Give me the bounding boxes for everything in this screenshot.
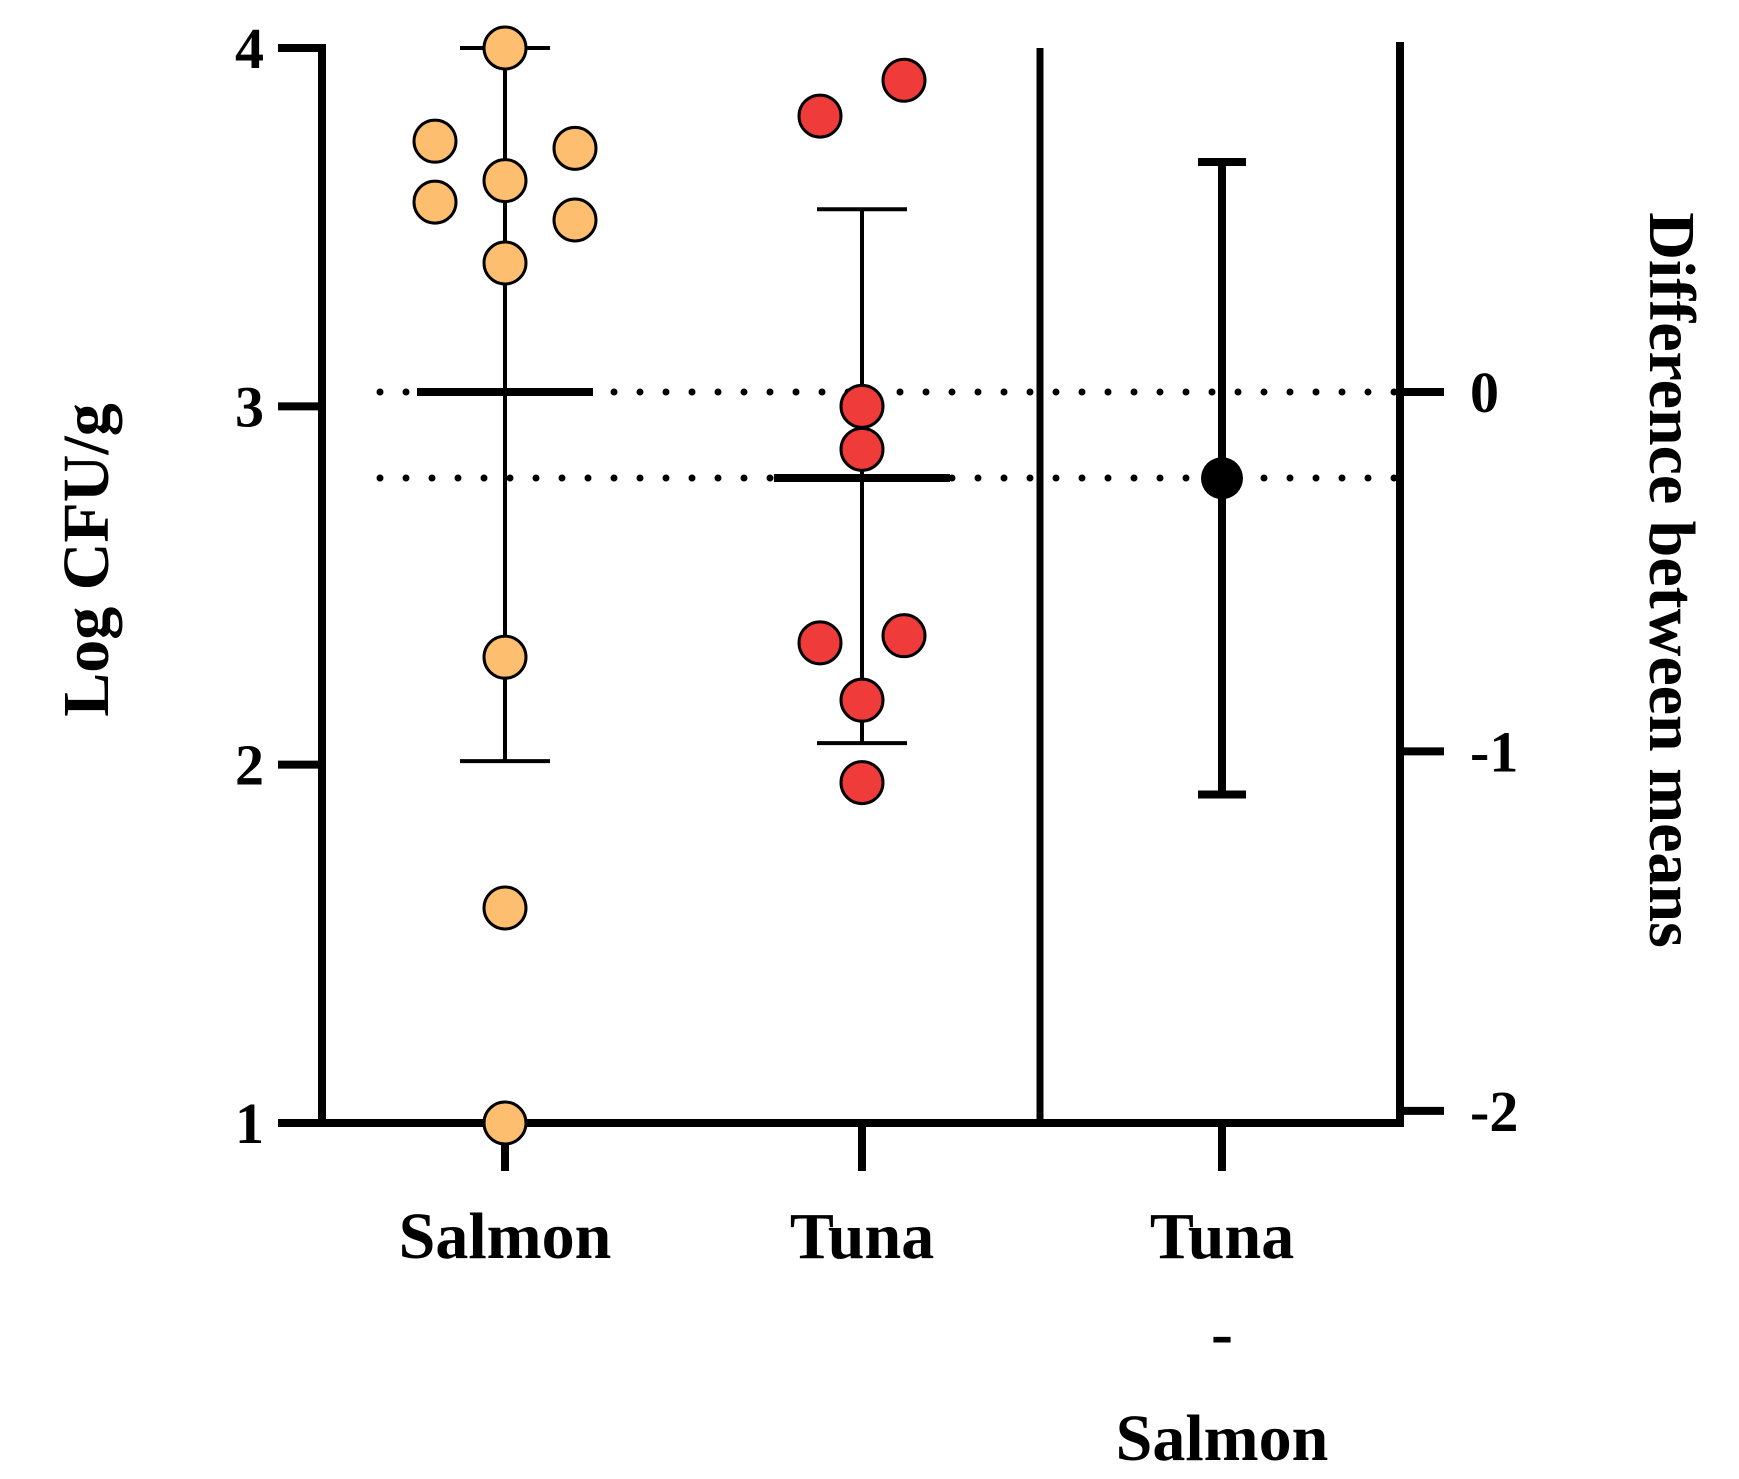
y2-tick-label: 0 bbox=[1470, 360, 1499, 425]
difference-point bbox=[1201, 457, 1243, 500]
data-point bbox=[839, 426, 885, 472]
data-point bbox=[797, 620, 843, 666]
data-point bbox=[881, 57, 927, 103]
data-point bbox=[482, 885, 528, 931]
data-point bbox=[412, 179, 458, 225]
data-point bbox=[839, 677, 885, 723]
data-series bbox=[412, 25, 950, 1146]
y-tick-label: 2 bbox=[235, 733, 264, 798]
y-tick-label: 1 bbox=[235, 1091, 264, 1156]
data-point bbox=[482, 25, 528, 71]
data-point bbox=[482, 240, 528, 286]
x-tick-label: Salmon bbox=[399, 1200, 612, 1273]
x-tick-label: Tuna bbox=[790, 1200, 934, 1273]
reference-lines bbox=[376, 388, 1404, 482]
left-y-axis: 1 2 3 4 bbox=[235, 16, 326, 1156]
y-axis-title: Log CFU/g bbox=[50, 403, 123, 717]
difference-label-line-3: Salmon bbox=[1116, 1402, 1329, 1475]
difference-label-line-1: Tuna bbox=[1150, 1200, 1294, 1273]
data-point bbox=[552, 125, 598, 171]
right-y-axis: 0 -1 -2 bbox=[1036, 42, 1518, 1144]
data-point bbox=[839, 383, 885, 429]
series-salmon bbox=[412, 25, 598, 1146]
data-point bbox=[482, 1100, 528, 1146]
y-tick-label: 3 bbox=[235, 374, 264, 439]
data-point bbox=[839, 760, 885, 806]
y2-tick-label: -2 bbox=[1470, 1079, 1518, 1144]
data-point bbox=[482, 158, 528, 204]
y2-axis-title: Difference between means bbox=[1635, 212, 1708, 948]
y-tick-label: 4 bbox=[235, 16, 264, 81]
data-point bbox=[412, 118, 458, 164]
data-point bbox=[797, 93, 843, 139]
data-point bbox=[881, 613, 927, 659]
difference-label-line-2: - bbox=[1211, 1297, 1233, 1370]
data-point bbox=[552, 197, 598, 243]
data-point bbox=[482, 634, 528, 680]
y2-tick-label: -1 bbox=[1470, 719, 1518, 784]
difference-estimate bbox=[1198, 157, 1246, 799]
series-tuna bbox=[774, 57, 950, 806]
